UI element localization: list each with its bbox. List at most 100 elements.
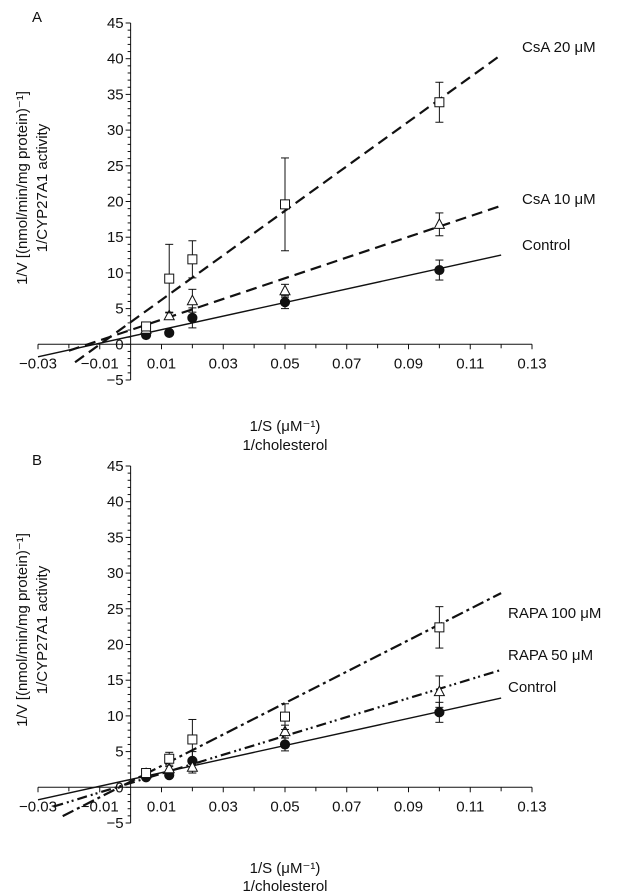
- data-point: [141, 321, 152, 332]
- y-tick-label: 25: [107, 601, 124, 618]
- x-tick-label: 0.13: [517, 798, 546, 815]
- y-tick-label: 35: [107, 86, 124, 103]
- series-csa-10-m: CsA 10 μM: [68, 191, 596, 352]
- marker-triangle: [433, 217, 446, 229]
- marker-triangle: [186, 294, 199, 306]
- x-tick-label: 0.11: [456, 798, 484, 815]
- marker-square: [434, 97, 445, 108]
- fit-line: [53, 668, 502, 808]
- data-point: [434, 259, 445, 281]
- marker-circle: [279, 297, 291, 308]
- y-axis-subtitle: 1/CYP27A1 activity: [34, 123, 51, 252]
- fit-line: [37, 254, 502, 358]
- x-tick-label: −0.03: [19, 798, 57, 815]
- x-tick-label: 0.01: [147, 355, 176, 372]
- x-axis-title: 1/S (μM⁻¹): [250, 860, 321, 877]
- x-axis-subtitle: 1/cholesterol: [242, 878, 327, 894]
- marker-circle: [187, 312, 198, 323]
- marker-circle: [434, 707, 445, 718]
- x-tick-label: 0.01: [147, 798, 176, 815]
- panel-letter: A: [32, 9, 42, 26]
- series-rapa-100-m: RAPA 100 μM: [62, 592, 601, 818]
- marker-square: [164, 753, 175, 764]
- marker-square: [187, 254, 198, 265]
- marker-circle: [279, 739, 291, 750]
- marker-square: [434, 622, 445, 633]
- x-tick-label: −0.03: [19, 355, 57, 372]
- y-tick-label: 15: [107, 229, 124, 246]
- y-tick-label: 25: [107, 158, 124, 175]
- y-axis-subtitle: 1/CYP27A1 activity: [34, 565, 51, 694]
- y-tick-label: 40: [107, 494, 124, 511]
- series-label: RAPA 100 μM: [508, 605, 601, 622]
- y-tick-label: −5: [107, 815, 124, 832]
- series-label: CsA 10 μM: [522, 191, 596, 208]
- x-tick-label: 0.07: [332, 798, 361, 815]
- data-point: [434, 81, 445, 123]
- y-tick-label: −5: [107, 372, 124, 389]
- y-tick-label: 30: [107, 122, 124, 139]
- data-point: [164, 327, 175, 338]
- x-tick-label: −0.01: [81, 798, 119, 815]
- marker-circle: [434, 264, 445, 276]
- marker-triangle: [279, 725, 291, 737]
- marker-square: [280, 199, 290, 210]
- series-label: Control: [508, 679, 556, 696]
- marker-square: [141, 321, 152, 332]
- data-point: [433, 212, 446, 237]
- y-tick-label: 10: [107, 708, 124, 725]
- data-point: [186, 760, 199, 774]
- x-axis-subtitle: 1/cholesterol: [242, 437, 327, 454]
- series-csa-20-m: CsA 20 μM: [74, 39, 596, 364]
- y-tick-label: 20: [107, 194, 124, 211]
- data-point: [187, 307, 198, 329]
- marker-square: [280, 711, 290, 722]
- data-point: [279, 283, 291, 298]
- marker-triangle: [186, 760, 199, 772]
- marker-square: [164, 273, 175, 284]
- data-point: [280, 157, 290, 252]
- y-tick-label: 35: [107, 529, 124, 546]
- data-point: [141, 768, 152, 779]
- data-point: [164, 243, 175, 314]
- data-point: [433, 675, 446, 708]
- x-tick-label: 0.05: [270, 355, 299, 372]
- y-tick-label: 10: [107, 265, 124, 282]
- x-tick-label: 0.07: [332, 355, 361, 372]
- y-axis-title: 1/V [(nmol/min/mg protein)⁻¹]: [14, 91, 31, 285]
- y-axis-title: 1/V [(nmol/min/mg protein)⁻¹]: [14, 533, 31, 727]
- series-label: RAPA 50 μM: [508, 647, 593, 664]
- data-point: [187, 240, 198, 279]
- y-tick-label: 45: [107, 458, 124, 475]
- x-tick-label: 0.03: [209, 355, 238, 372]
- chart-panel-b: −0.03 −0.01 0.01 0.03 0.05 0.07 0.09 0.11 0.13 −5…: [14, 452, 601, 894]
- marker-square: [141, 768, 152, 779]
- data-point: [280, 703, 290, 730]
- y-tick-label: 40: [107, 51, 124, 68]
- y-tick-label: 5: [115, 744, 123, 761]
- data-point: [186, 288, 199, 313]
- series-label: Control: [522, 237, 570, 254]
- data-point: [279, 737, 291, 752]
- series-control: Control: [37, 237, 570, 358]
- y-tick-label: 5: [115, 301, 123, 318]
- marker-triangle: [433, 685, 446, 697]
- marker-triangle: [163, 309, 176, 321]
- fit-line: [68, 204, 502, 352]
- fit-line: [37, 697, 502, 801]
- x-tick-label: 0.03: [209, 798, 238, 815]
- marker-square: [187, 734, 198, 745]
- fit-line: [62, 592, 502, 818]
- marker-triangle: [163, 762, 176, 774]
- y-tick-label: 20: [107, 637, 124, 654]
- series-label: CsA 20 μM: [522, 39, 596, 56]
- x-tick-label: 0.09: [394, 798, 423, 815]
- x-tick-label: 0.09: [394, 355, 423, 372]
- marker-circle: [164, 327, 175, 338]
- data-point: [187, 718, 198, 760]
- data-point: [434, 606, 445, 649]
- y-tick-label: 45: [107, 15, 124, 32]
- y-tick-label: 30: [107, 565, 124, 582]
- x-tick-label: 0.05: [270, 798, 299, 815]
